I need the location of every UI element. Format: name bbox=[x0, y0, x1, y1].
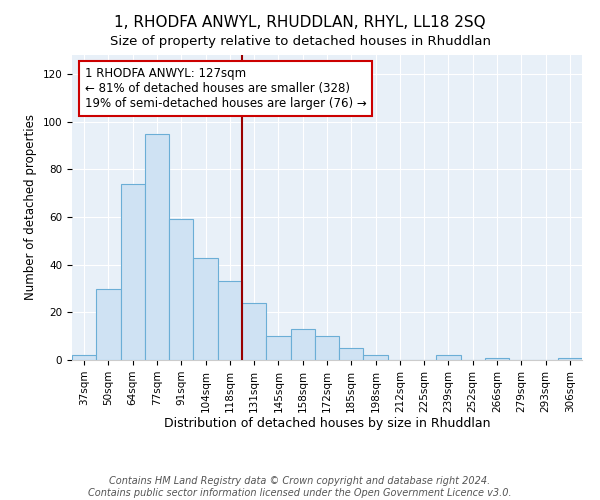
Y-axis label: Number of detached properties: Number of detached properties bbox=[24, 114, 37, 300]
Bar bbox=[145, 134, 169, 360]
Bar bbox=[364, 355, 388, 360]
Bar bbox=[218, 282, 242, 360]
X-axis label: Distribution of detached houses by size in Rhuddlan: Distribution of detached houses by size … bbox=[164, 418, 490, 430]
Bar bbox=[485, 358, 509, 360]
Bar bbox=[436, 355, 461, 360]
Bar bbox=[96, 288, 121, 360]
Bar bbox=[242, 303, 266, 360]
Bar bbox=[193, 258, 218, 360]
Bar bbox=[339, 348, 364, 360]
Bar bbox=[72, 355, 96, 360]
Text: Contains HM Land Registry data © Crown copyright and database right 2024.
Contai: Contains HM Land Registry data © Crown c… bbox=[88, 476, 512, 498]
Bar bbox=[169, 220, 193, 360]
Text: 1 RHODFA ANWYL: 127sqm
← 81% of detached houses are smaller (328)
19% of semi-de: 1 RHODFA ANWYL: 127sqm ← 81% of detached… bbox=[85, 67, 367, 110]
Bar bbox=[558, 358, 582, 360]
Text: 1, RHODFA ANWYL, RHUDDLAN, RHYL, LL18 2SQ: 1, RHODFA ANWYL, RHUDDLAN, RHYL, LL18 2S… bbox=[114, 15, 486, 30]
Bar bbox=[121, 184, 145, 360]
Text: Size of property relative to detached houses in Rhuddlan: Size of property relative to detached ho… bbox=[110, 35, 491, 48]
Bar bbox=[266, 336, 290, 360]
Bar bbox=[290, 329, 315, 360]
Bar bbox=[315, 336, 339, 360]
